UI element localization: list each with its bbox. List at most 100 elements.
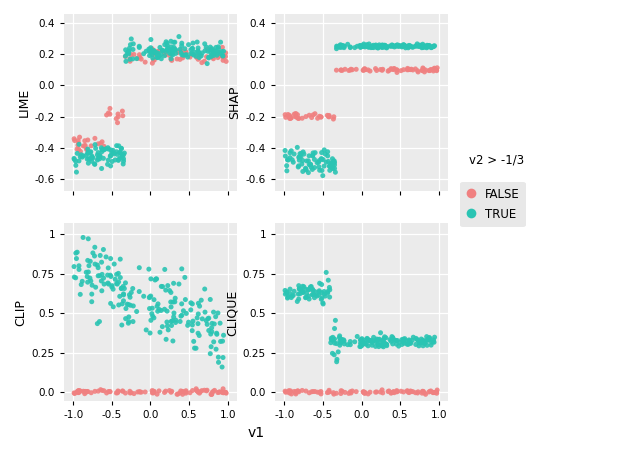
Point	[168, 39, 179, 46]
Point	[304, 161, 314, 168]
Point	[328, 115, 339, 123]
Point	[392, 337, 403, 344]
Point	[103, 109, 113, 116]
Point	[99, 146, 109, 153]
Point	[118, 157, 129, 165]
Point	[298, 289, 308, 296]
Point	[120, 53, 131, 60]
Point	[97, 387, 108, 394]
Point	[102, 272, 113, 279]
Point	[168, 337, 178, 345]
Point	[291, 110, 301, 117]
Point	[396, 387, 406, 395]
Point	[115, 154, 125, 161]
Point	[92, 151, 102, 158]
Point	[360, 43, 370, 51]
Point	[406, 340, 416, 347]
Point	[378, 336, 388, 344]
Point	[330, 165, 340, 172]
Point	[314, 389, 324, 396]
Point	[213, 43, 223, 51]
Point	[429, 339, 439, 346]
Point	[329, 113, 339, 120]
Point	[372, 43, 382, 51]
Point	[342, 341, 353, 348]
Point	[323, 113, 333, 120]
Point	[218, 48, 228, 55]
Point	[69, 389, 79, 396]
Point	[413, 69, 423, 76]
Point	[337, 338, 347, 345]
Point	[157, 283, 168, 290]
Point	[172, 391, 182, 398]
Point	[285, 285, 295, 293]
Point	[108, 303, 118, 310]
Point	[377, 342, 387, 350]
Point	[349, 338, 360, 345]
Point	[200, 308, 210, 316]
Point	[84, 262, 94, 269]
Point	[294, 153, 305, 161]
Point	[180, 388, 191, 396]
Point	[429, 64, 440, 72]
Point	[205, 331, 216, 338]
Point	[209, 387, 220, 394]
Point	[388, 388, 399, 396]
Point	[191, 387, 202, 394]
Point	[106, 273, 116, 280]
Point	[391, 42, 401, 49]
Point	[415, 339, 425, 346]
Point	[221, 49, 231, 56]
Point	[323, 388, 333, 396]
Point	[90, 261, 100, 268]
Point	[404, 337, 415, 345]
Point	[102, 389, 112, 396]
Point	[397, 42, 407, 50]
Point	[304, 389, 314, 396]
Point	[86, 152, 97, 160]
Point	[106, 300, 116, 307]
Point	[134, 51, 145, 58]
Point	[314, 166, 324, 174]
Point	[74, 140, 84, 147]
Point	[116, 145, 127, 152]
Point	[207, 46, 217, 54]
Point	[214, 49, 225, 56]
Point	[418, 44, 428, 51]
Point	[186, 306, 196, 313]
Point	[156, 307, 166, 314]
Point	[371, 389, 381, 396]
Point	[326, 161, 337, 168]
Point	[373, 44, 383, 51]
Point	[335, 44, 345, 51]
Point	[399, 340, 409, 347]
Point	[288, 292, 298, 299]
Point	[208, 388, 218, 395]
Point	[404, 43, 415, 50]
Point	[209, 320, 220, 327]
Point	[146, 44, 156, 51]
Point	[149, 388, 159, 395]
Point	[417, 67, 428, 74]
Point	[428, 389, 438, 396]
Point	[171, 317, 181, 324]
Point	[206, 46, 216, 54]
Point	[97, 165, 107, 172]
Point	[176, 49, 186, 56]
Point	[156, 51, 166, 58]
Point	[83, 257, 93, 264]
Point	[125, 389, 135, 396]
Point	[182, 322, 193, 329]
Point	[319, 290, 330, 298]
Point	[410, 389, 420, 396]
Point	[415, 42, 425, 49]
Point	[296, 153, 306, 160]
Point	[218, 354, 228, 361]
Point	[371, 41, 381, 49]
Point	[339, 337, 349, 345]
Point	[405, 42, 415, 50]
Point	[415, 41, 425, 49]
Point	[74, 387, 84, 394]
Point	[364, 44, 374, 51]
Point	[104, 146, 114, 153]
